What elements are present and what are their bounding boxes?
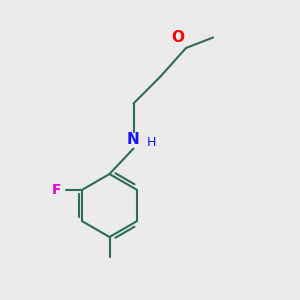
Text: H: H	[147, 136, 156, 149]
Text: F: F	[52, 183, 61, 197]
Text: O: O	[172, 30, 184, 45]
Text: N: N	[127, 132, 140, 147]
